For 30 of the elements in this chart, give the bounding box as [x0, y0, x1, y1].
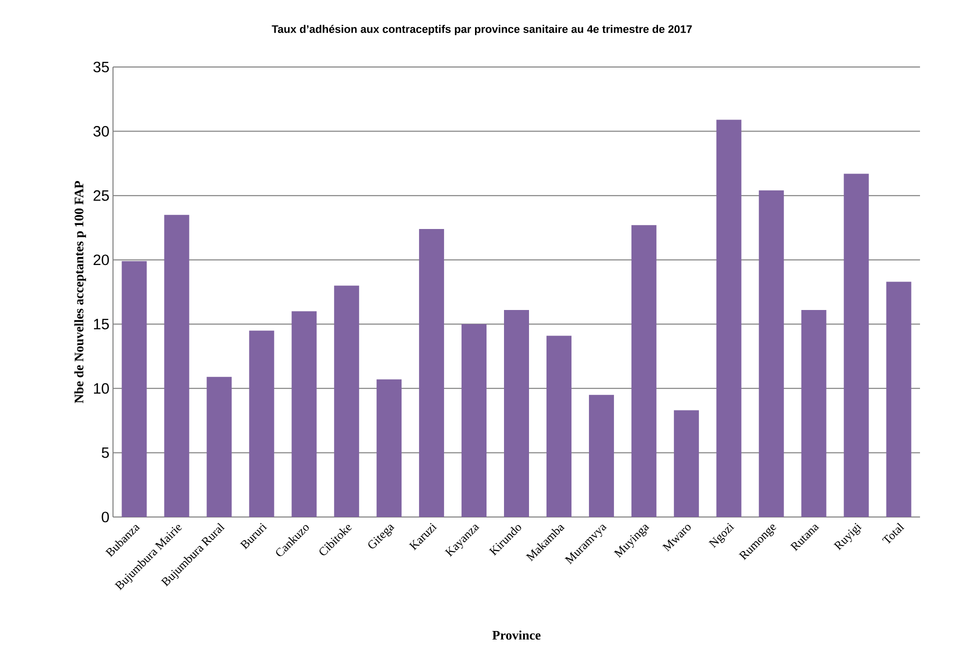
- bar: [886, 282, 912, 517]
- y-tick-label: 35: [93, 62, 109, 72]
- bar: [419, 229, 444, 517]
- bar: [844, 174, 869, 517]
- y-tick-label: 15: [94, 318, 109, 330]
- bar: [588, 394, 614, 517]
- bar: [122, 261, 147, 517]
- y-axis-title: Nbe de Nouvelles acceptantes p 100 FAP: [74, 180, 86, 404]
- bar: [674, 410, 699, 517]
- y-tick-label: 30: [93, 126, 109, 137]
- y-tick-label: 5: [102, 448, 109, 458]
- bar: [631, 225, 656, 517]
- bar: [206, 376, 232, 517]
- y-tick-label: 10: [94, 383, 109, 394]
- bar: [249, 330, 274, 517]
- bar: [334, 286, 360, 517]
- bar: [462, 324, 487, 517]
- chart-title: Taux d’adhésion aux contraceptifs par province sanitaire au 4e trimestre de 2017: [272, 24, 692, 36]
- bar: [716, 120, 742, 517]
- bar: [164, 214, 190, 517]
- y-tick-label: 0: [102, 512, 109, 522]
- x-axis-title: Province: [492, 630, 541, 640]
- bar: [292, 311, 317, 517]
- bar: [801, 310, 826, 517]
- bar: [758, 190, 784, 517]
- y-tick-label: 20: [94, 254, 109, 266]
- bar: [504, 310, 530, 517]
- y-tick-label: 25: [94, 190, 109, 201]
- bar: [376, 379, 402, 517]
- bar: [546, 336, 572, 517]
